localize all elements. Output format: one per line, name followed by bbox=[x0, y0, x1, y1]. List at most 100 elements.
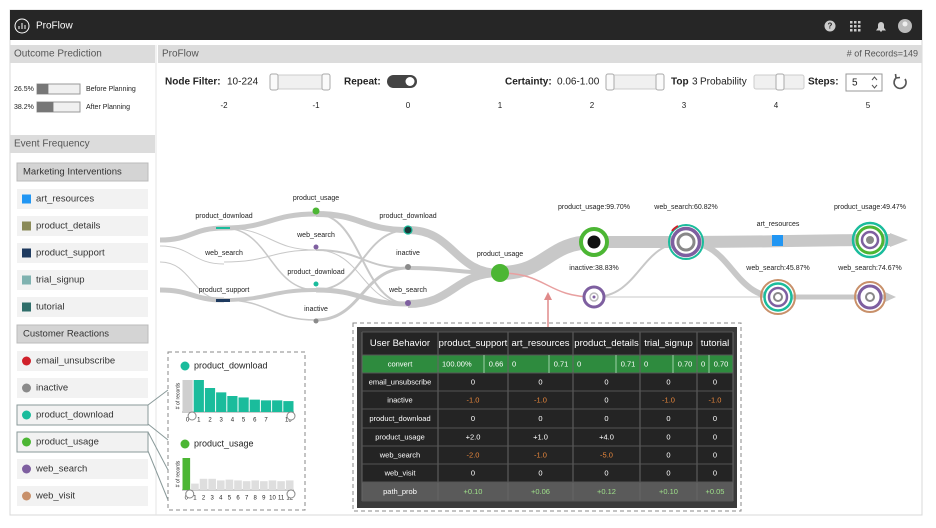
flow-band bbox=[499, 272, 595, 298]
steps-spinner[interactable] bbox=[871, 76, 878, 89]
control-label: Repeat: bbox=[344, 77, 381, 88]
flow-node[interactable] bbox=[313, 318, 319, 324]
slider-handle[interactable] bbox=[775, 73, 785, 91]
flow-node[interactable] bbox=[668, 224, 704, 260]
table-cell: 0 bbox=[538, 377, 542, 386]
hist-bar bbox=[238, 397, 249, 412]
flow-node[interactable] bbox=[773, 292, 783, 302]
panel-title: Event Frequency bbox=[14, 139, 90, 150]
outcome-value: 38.2% bbox=[14, 104, 34, 111]
flow-node[interactable] bbox=[587, 235, 601, 249]
hist-handle[interactable] bbox=[286, 489, 296, 499]
event-item[interactable] bbox=[16, 431, 149, 453]
slider-track[interactable] bbox=[605, 74, 665, 90]
avatar-head bbox=[902, 21, 908, 27]
reset-icon[interactable] bbox=[893, 73, 907, 90]
node-label: product_download bbox=[287, 269, 344, 276]
table-header: tutorial bbox=[701, 338, 730, 349]
hist-tick-label: 4 bbox=[231, 418, 235, 424]
event-icon bbox=[22, 437, 31, 447]
event-item[interactable] bbox=[17, 297, 148, 317]
slider-handle[interactable] bbox=[269, 73, 279, 91]
flow-band bbox=[407, 269, 501, 308]
flow-node[interactable] bbox=[851, 221, 889, 259]
event-item[interactable] bbox=[17, 189, 148, 209]
flow-node[interactable] bbox=[216, 299, 230, 302]
flow-node[interactable] bbox=[866, 236, 874, 244]
step-label: 5 bbox=[866, 101, 871, 110]
app-title: ProFlow bbox=[36, 21, 73, 32]
hist-handle[interactable] bbox=[185, 489, 195, 499]
event-item[interactable] bbox=[17, 486, 148, 506]
table-cell: 0 bbox=[471, 414, 475, 423]
event-icon bbox=[22, 275, 31, 285]
node-label: product_usage:49.47% bbox=[834, 204, 906, 211]
flow-node[interactable] bbox=[491, 264, 509, 282]
hist-tick-label: 4 bbox=[219, 496, 223, 502]
flow-node[interactable] bbox=[216, 227, 230, 229]
slider-track[interactable] bbox=[269, 74, 331, 90]
hist-tick-label: 0 bbox=[185, 496, 189, 502]
node-label: web_search bbox=[388, 287, 427, 294]
hist-bar bbox=[242, 481, 251, 490]
event-item[interactable] bbox=[17, 216, 148, 236]
hist-tick-label: 11 bbox=[278, 496, 285, 502]
flow-node[interactable] bbox=[760, 279, 796, 315]
flow-node[interactable] bbox=[313, 244, 319, 250]
event-name: web_search bbox=[35, 464, 87, 475]
hist-bar bbox=[204, 388, 216, 412]
bell-icon[interactable] bbox=[876, 22, 886, 32]
flow-node[interactable] bbox=[865, 292, 875, 302]
hist-bar bbox=[191, 483, 199, 490]
hist-tick-label: 6 bbox=[253, 418, 257, 424]
node-label: product_usage bbox=[477, 251, 523, 258]
flow-node[interactable] bbox=[312, 207, 320, 215]
event-item[interactable] bbox=[17, 459, 148, 479]
flow-node[interactable] bbox=[676, 232, 696, 252]
outcome-label: After Planning bbox=[86, 104, 130, 111]
steps-value: 5 bbox=[852, 78, 858, 89]
group-title: Customer Reactions bbox=[23, 329, 109, 340]
event-item[interactable] bbox=[17, 378, 148, 398]
table-cell: 0 bbox=[538, 414, 542, 423]
node-label: product_download bbox=[195, 213, 252, 220]
flow-node[interactable] bbox=[592, 295, 596, 299]
table-cell: 0 bbox=[604, 468, 608, 477]
event-name: product_support bbox=[36, 248, 105, 259]
event-item[interactable] bbox=[16, 404, 149, 426]
hist-icon bbox=[180, 439, 190, 449]
node-label: art_resources bbox=[757, 221, 800, 228]
table-cell: -5.0 bbox=[600, 450, 613, 459]
step-label: 4 bbox=[774, 101, 779, 110]
table-cell: 0 bbox=[644, 359, 648, 368]
main-title: ProFlow bbox=[162, 49, 199, 60]
table-cell: -1.0 bbox=[662, 395, 675, 404]
flow-node[interactable] bbox=[772, 235, 783, 246]
flow-node[interactable] bbox=[405, 264, 411, 270]
flow-node[interactable] bbox=[313, 281, 319, 287]
slider-handle[interactable] bbox=[321, 73, 331, 91]
event-icon bbox=[22, 356, 31, 366]
event-item[interactable] bbox=[17, 270, 148, 290]
flow-node[interactable] bbox=[405, 300, 411, 306]
outcome-label: Before Planning bbox=[86, 86, 136, 93]
table-cell: 0 bbox=[471, 377, 475, 386]
hist-bar bbox=[193, 380, 204, 412]
table-row-label: web_search bbox=[379, 450, 420, 459]
hist-bar bbox=[268, 480, 277, 490]
event-item[interactable] bbox=[17, 243, 148, 263]
hist-handle[interactable] bbox=[286, 411, 296, 421]
flow-node[interactable] bbox=[854, 281, 886, 313]
slider-handle[interactable] bbox=[605, 73, 615, 91]
flow-band bbox=[315, 249, 409, 305]
flow-node[interactable] bbox=[403, 225, 413, 235]
hist-tick-label: 3 bbox=[220, 418, 224, 424]
hist-handle[interactable] bbox=[187, 411, 197, 421]
help-icon[interactable] bbox=[824, 20, 836, 32]
hist-tick-label: 13 bbox=[285, 418, 292, 424]
table-cell: +0.05 bbox=[706, 487, 725, 496]
event-item[interactable] bbox=[17, 351, 148, 371]
flow-band bbox=[223, 288, 317, 302]
slider-handle[interactable] bbox=[655, 73, 665, 91]
apps-icon[interactable] bbox=[850, 21, 861, 32]
